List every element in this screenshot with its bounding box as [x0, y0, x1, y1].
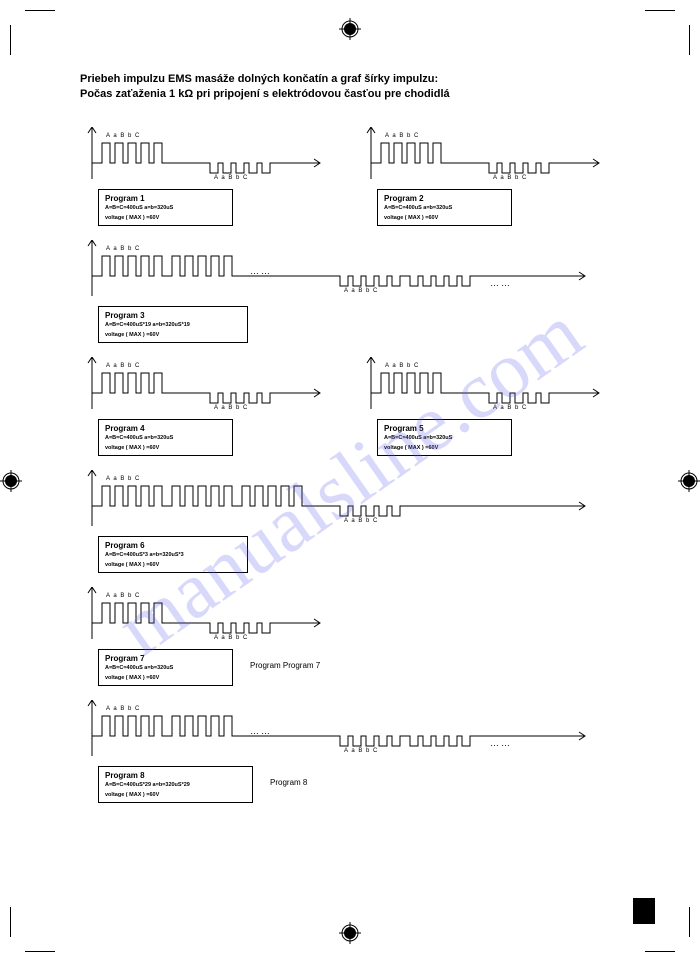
- wave-label: A a B b C: [106, 476, 140, 482]
- extra-label-p7: Program Program 7: [250, 661, 320, 670]
- program-box-5: Program 5 A=B=C=400uS a=b=320uS voltage …: [377, 419, 512, 456]
- waveform-p5: A a B b C A a B b C: [359, 357, 620, 413]
- wave-label: A a B b C: [106, 363, 140, 369]
- program-params: A=B=C=400uS a=b=320uS: [105, 665, 226, 671]
- registration-mark-icon: [339, 922, 361, 944]
- wave-label: A a B b C: [106, 133, 140, 139]
- wave-label: A a B b C: [344, 748, 378, 754]
- dots: ……: [250, 726, 272, 736]
- program-box-7: Program 7 A=B=C=400uS a=b=320uS voltage …: [98, 649, 233, 686]
- waveform-p8: A a B b C …… A a B b C ……: [80, 700, 580, 760]
- wave-label: A a B b C: [106, 706, 140, 712]
- waveform-p1: A a B b C A a B b C: [80, 127, 341, 183]
- program-voltage: voltage ( MAX ) =60V: [384, 215, 505, 221]
- wave-label: A a B b C: [493, 405, 527, 411]
- page-tab-marker: [633, 898, 655, 924]
- registration-mark-icon: [678, 470, 700, 492]
- program-title: Program 7: [105, 654, 226, 663]
- heading-line: Počas zaťaženia 1 kΩ pri pripojení s ele…: [80, 87, 620, 102]
- dots: ……: [490, 278, 512, 288]
- wave-label: A a B b C: [106, 593, 140, 599]
- program-params: A=B=C=400uS*3 a=b=320uS*3: [105, 552, 241, 558]
- program-voltage: voltage ( MAX ) =60V: [105, 792, 246, 798]
- program-voltage: voltage ( MAX ) =60V: [384, 445, 505, 451]
- program-title: Program 8: [105, 771, 246, 780]
- program-title: Program 5: [384, 424, 505, 433]
- extra-label-p8: Program 8: [270, 778, 307, 787]
- wave-label: A a B b C: [214, 175, 248, 181]
- program-title: Program 3: [105, 311, 241, 320]
- page-content: Priebeh impulzu EMS masáže dolných konča…: [80, 72, 620, 817]
- wave-label: A a B b C: [214, 635, 248, 641]
- waveform-p6: A a B b C A a B b C: [80, 470, 580, 530]
- waveform-p3: A a B b C …… A a B b C ……: [80, 240, 580, 300]
- program-voltage: voltage ( MAX ) =60V: [105, 445, 226, 451]
- wave-label: A a B b C: [385, 363, 419, 369]
- program-box-1: Program 1 A=B=C=400uS a=b=320uS voltage …: [98, 189, 233, 226]
- wave-label: A a B b C: [385, 133, 419, 139]
- waveform-p7: A a B b C A a B b C: [80, 587, 620, 643]
- dots: ……: [490, 738, 512, 748]
- program-title: Program 6: [105, 541, 241, 550]
- wave-label: A a B b C: [214, 405, 248, 411]
- program-box-2: Program 2 A=B=C=400uS a=b=320uS voltage …: [377, 189, 512, 226]
- program-params: A=B=C=400uS a=b=320uS: [105, 205, 226, 211]
- program-voltage: voltage ( MAX ) =60V: [105, 332, 241, 338]
- wave-label: A a B b C: [493, 175, 527, 181]
- dots: ……: [250, 266, 272, 276]
- program-voltage: voltage ( MAX ) =60V: [105, 215, 226, 221]
- registration-mark-icon: [0, 470, 22, 492]
- crop-mark: [645, 10, 675, 11]
- program-params: A=B=C=400uS a=b=320uS: [105, 435, 226, 441]
- program-box-3: Program 3 A=B=C=400uS*19 a=b=320uS*19 vo…: [98, 306, 248, 343]
- program-box-8: Program 8 A=B=C=400uS*29 a=b=320uS*29 vo…: [98, 766, 253, 803]
- crop-mark: [10, 25, 11, 55]
- wave-label: A a B b C: [106, 246, 140, 252]
- program-params: A=B=C=400uS a=b=320uS: [384, 435, 505, 441]
- program-title: Program 4: [105, 424, 226, 433]
- page-heading: Priebeh impulzu EMS masáže dolných konča…: [80, 72, 620, 103]
- wave-label: A a B b C: [344, 288, 378, 294]
- program-params: A=B=C=400uS*19 a=b=320uS*19: [105, 322, 241, 328]
- heading-line: Priebeh impulzu EMS masáže dolných konča…: [80, 72, 620, 87]
- wave-label: A a B b C: [344, 518, 378, 524]
- registration-mark-icon: [339, 18, 361, 40]
- program-box-4: Program 4 A=B=C=400uS a=b=320uS voltage …: [98, 419, 233, 456]
- crop-mark: [689, 907, 690, 937]
- waveform-p2: A a B b C A a B b C: [359, 127, 620, 183]
- program-box-6: Program 6 A=B=C=400uS*3 a=b=320uS*3 volt…: [98, 536, 248, 573]
- program-params: A=B=C=400uS a=b=320uS: [384, 205, 505, 211]
- program-voltage: voltage ( MAX ) =60V: [105, 675, 226, 681]
- program-title: Program 2: [384, 194, 505, 203]
- crop-mark: [689, 25, 690, 55]
- crop-mark: [10, 907, 11, 937]
- diagrams-area: A a B b C A a B b C A a B b C A a B b C …: [80, 127, 620, 811]
- waveform-p4: A a B b C A a B b C: [80, 357, 341, 413]
- crop-mark: [25, 951, 55, 952]
- program-voltage: voltage ( MAX ) =60V: [105, 562, 241, 568]
- program-title: Program 1: [105, 194, 226, 203]
- program-params: A=B=C=400uS*29 a=b=320uS*29: [105, 782, 246, 788]
- crop-mark: [25, 10, 55, 11]
- crop-mark: [645, 951, 675, 952]
